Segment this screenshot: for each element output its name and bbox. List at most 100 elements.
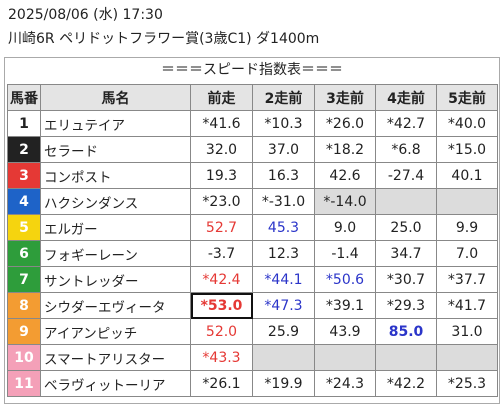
speed-index-cell: *19.9 [252, 370, 315, 397]
horse-number: 9 [7, 318, 41, 345]
speed-index-cell: *37.7 [436, 266, 498, 293]
speed-index-cell: *18.2 [314, 136, 376, 163]
speed-index-cell: *10.3 [252, 110, 315, 137]
horse-number: 5 [7, 214, 41, 241]
speed-index-cell: *42.2 [375, 370, 437, 397]
table-row: 4 ハクシンダンス *23.0 *-31.0 *-14.0 [7, 188, 498, 215]
speed-index-cell: *-31.0 [252, 188, 315, 215]
table-row: 5 エルガー 52.7 45.3 9.0 25.0 9.9 [7, 214, 498, 241]
speed-index-cell: 40.1 [436, 162, 498, 189]
speed-index-cell: *15.0 [436, 136, 498, 163]
table-row: 9 アイアンピッチ 52.0 25.9 43.9 85.0 31.0 [7, 318, 498, 345]
speed-index-cell: 25.9 [252, 318, 315, 345]
horse-name: コンポスト [40, 162, 191, 189]
speed-index-cell: 42.6 [314, 162, 376, 189]
column-header: 4走前 [375, 84, 437, 111]
speed-index-cell: -3.7 [190, 240, 253, 267]
table-row: 7 サントレッダー *42.4 *44.1 *50.6 *30.7 *37.7 [7, 266, 498, 293]
table-row: 6 フォギーレーン -3.7 12.3 -1.4 34.7 7.0 [7, 240, 498, 267]
table-row: 1 エリュテイア *41.6 *10.3 *26.0 *42.7 *40.0 [7, 110, 498, 137]
speed-index-cell: *43.3 [190, 344, 253, 371]
table-row: 10 スマートアリスター *43.3 [7, 344, 498, 371]
horse-number: 3 [7, 162, 41, 189]
column-header: 馬名 [40, 84, 191, 111]
horse-number: 11 [7, 370, 41, 397]
speed-index-cell: *26.0 [314, 110, 376, 137]
horse-name: セラード [40, 136, 191, 163]
speed-index-cell: *23.0 [190, 188, 253, 215]
horse-name: アイアンピッチ [40, 318, 191, 345]
speed-index-cell: 19.3 [190, 162, 253, 189]
speed-index-cell: 9.9 [436, 214, 498, 241]
horse-number: 2 [7, 136, 41, 163]
speed-index-cell: -1.4 [314, 240, 376, 267]
speed-index-table: 馬番 馬名 前走 2走前 3走前 4走前 5走前 1 エリュテイア *41.6 *10.3 *26.… [7, 84, 498, 397]
horse-number: 7 [7, 266, 41, 293]
horse-name: ベラヴィットーリア [40, 370, 191, 397]
table-title: ＝＝＝スピード指数表＝＝＝ [161, 62, 343, 78]
speed-index-cell: *39.1 [314, 292, 376, 319]
horse-name: サントレッダー [40, 266, 191, 293]
speed-index-cell: *-14.0 [314, 188, 376, 215]
horse-number: 4 [7, 188, 41, 215]
speed-index-cell: *6.8 [375, 136, 437, 163]
horse-name: シウダーエヴィータ [40, 292, 191, 319]
race-date-time: 2025/08/06 (水) 17:30 [8, 7, 163, 23]
speed-index-cell: 52.0 [190, 318, 253, 345]
speed-index-cell [314, 344, 376, 371]
table-row: 2 セラード 32.0 37.0 *18.2 *6.8 *15.0 [7, 136, 498, 163]
speed-index-cell: 45.3 [252, 214, 315, 241]
speed-index-cell: 52.7 [190, 214, 253, 241]
speed-index-cell: 7.0 [436, 240, 498, 267]
column-header: 3走前 [314, 84, 376, 111]
speed-index-cell: 12.3 [252, 240, 315, 267]
speed-index-cell: 31.0 [436, 318, 498, 345]
speed-index-cell [375, 344, 437, 371]
speed-index-cell: 32.0 [190, 136, 253, 163]
speed-index-cell: *29.3 [375, 292, 437, 319]
horse-name: フォギーレーン [40, 240, 191, 267]
header-row: 馬番 馬名 前走 2走前 3走前 4走前 5走前 [7, 84, 498, 111]
speed-index-cell: 85.0 [375, 318, 437, 345]
horse-name: ハクシンダンス [40, 188, 191, 215]
speed-index-cell: *42.4 [190, 266, 253, 293]
column-header: 馬番 [7, 84, 41, 111]
speed-index-cell: *25.3 [436, 370, 498, 397]
speed-index-cell: *24.3 [314, 370, 376, 397]
speed-index-cell: *30.7 [375, 266, 437, 293]
speed-index-cell: 9.0 [314, 214, 376, 241]
speed-index-cell: 37.0 [252, 136, 315, 163]
speed-index-cell [436, 188, 498, 215]
horse-number: 10 [7, 344, 41, 371]
speed-index-cell: *47.3 [252, 292, 315, 319]
speed-index-cell: *53.0 [190, 292, 253, 319]
horse-name: エルガー [40, 214, 191, 241]
speed-index-cell: *41.6 [190, 110, 253, 137]
horse-name: エリュテイア [40, 110, 191, 137]
speed-index-cell: 34.7 [375, 240, 437, 267]
table-row: 8 シウダーエヴィータ *53.0 *47.3 *39.1 *29.3 *41.7 [7, 292, 498, 319]
speed-index-cell: 43.9 [314, 318, 376, 345]
speed-index-cell: 16.3 [252, 162, 315, 189]
race-info: 川崎6R ペリドットフラワー賞(3歳C1) ダ1400m [8, 31, 320, 47]
speed-index-cell [436, 344, 498, 371]
speed-index-cell: -27.4 [375, 162, 437, 189]
column-header: 前走 [190, 84, 253, 111]
table-row: 3 コンポスト 19.3 16.3 42.6 -27.4 40.1 [7, 162, 498, 189]
horse-number: 1 [7, 110, 41, 137]
speed-index-cell: *44.1 [252, 266, 315, 293]
speed-index-cell: *26.1 [190, 370, 253, 397]
table-row: 11 ベラヴィットーリア *26.1 *19.9 *24.3 *42.2 *25.3 [7, 370, 498, 397]
horse-number: 8 [7, 292, 41, 319]
column-header: 2走前 [252, 84, 315, 111]
speed-index-cell: *41.7 [436, 292, 498, 319]
speed-index-cell: *50.6 [314, 266, 376, 293]
speed-index-cell [375, 188, 437, 215]
column-header: 5走前 [436, 84, 498, 111]
speed-index-cell: *42.7 [375, 110, 437, 137]
horse-name: スマートアリスター [40, 344, 191, 371]
speed-index-panel: ＝＝＝スピード指数表＝＝＝ 馬番 馬名 前走 2走前 3走前 4走前 5走前 1 エリュテイア… [4, 57, 500, 404]
speed-index-cell [252, 344, 315, 371]
speed-index-cell: *40.0 [436, 110, 498, 137]
speed-index-cell: 25.0 [375, 214, 437, 241]
